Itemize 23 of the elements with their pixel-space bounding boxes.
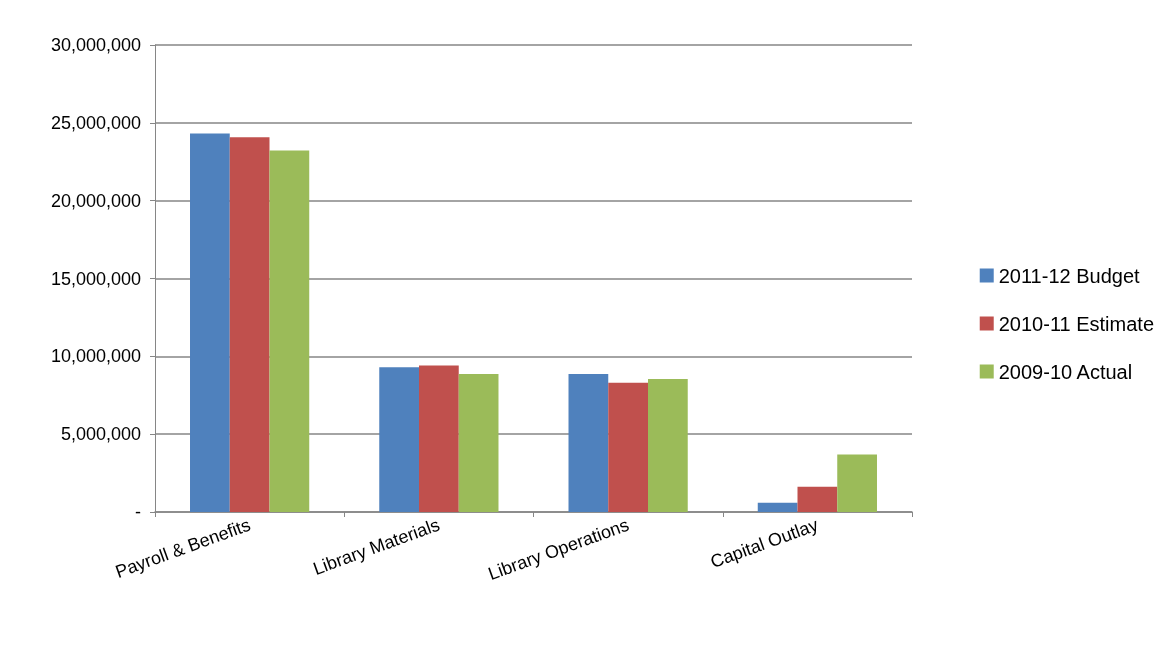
- y-tick-label: 25,000,000: [50, 112, 141, 133]
- y-tick-label: 10,000,000: [50, 346, 141, 367]
- bar: [419, 365, 459, 512]
- bar: [648, 379, 688, 512]
- legend-label: 2009-10 Actual: [998, 360, 1133, 383]
- bar: [837, 454, 877, 512]
- y-tick-label: 15,000,000: [50, 268, 141, 289]
- bar: [568, 374, 609, 512]
- bar: [757, 502, 798, 512]
- bar: [379, 367, 419, 512]
- x-tick-label: Capital Outlay: [707, 514, 821, 573]
- y-tick-label: 30,000,000: [50, 35, 141, 55]
- y-tick-label: 20,000,000: [50, 190, 141, 211]
- bar: [458, 374, 499, 512]
- legend-label: 2011-12 Budget: [998, 264, 1141, 287]
- bar: [229, 137, 270, 512]
- legend-label: 2010-11 Estimate: [998, 312, 1155, 335]
- bar: [190, 133, 230, 512]
- bar: [608, 382, 648, 512]
- bar: [797, 486, 838, 512]
- y-tick-label: -: [135, 502, 141, 522]
- bar: [269, 150, 310, 512]
- y-tick-label: 5,000,000: [60, 424, 141, 445]
